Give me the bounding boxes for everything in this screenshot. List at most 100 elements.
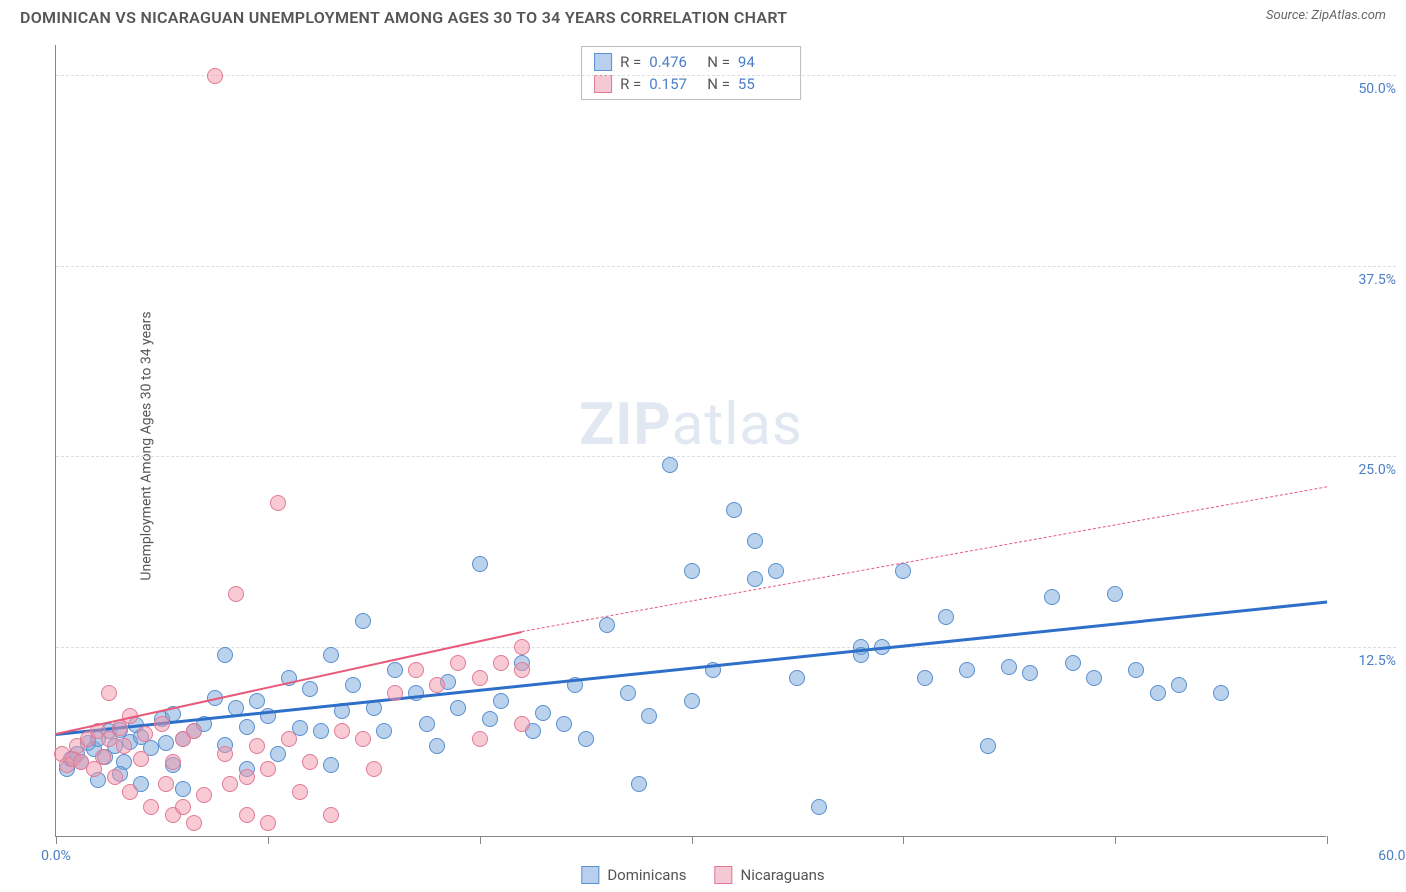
data-point bbox=[239, 769, 255, 785]
data-point bbox=[323, 757, 339, 773]
data-point bbox=[302, 681, 318, 697]
data-point bbox=[726, 502, 742, 518]
data-point bbox=[747, 533, 763, 549]
data-point bbox=[1128, 662, 1144, 678]
data-point bbox=[631, 776, 647, 792]
data-point bbox=[249, 693, 265, 709]
data-point bbox=[217, 647, 233, 663]
data-point bbox=[239, 807, 255, 823]
data-point bbox=[175, 781, 191, 797]
data-point bbox=[514, 639, 530, 655]
data-point bbox=[116, 738, 132, 754]
data-point bbox=[376, 723, 392, 739]
data-point bbox=[1150, 685, 1166, 701]
data-point bbox=[450, 700, 466, 716]
data-point bbox=[281, 731, 297, 747]
data-point bbox=[429, 677, 445, 693]
data-point bbox=[158, 735, 174, 751]
data-point bbox=[472, 731, 488, 747]
chart-title: DOMINICAN VS NICARAGUAN UNEMPLOYMENT AMO… bbox=[20, 8, 787, 27]
data-point bbox=[493, 693, 509, 709]
data-point bbox=[535, 705, 551, 721]
data-point bbox=[472, 556, 488, 572]
data-point bbox=[323, 647, 339, 663]
gridline bbox=[56, 266, 1396, 267]
data-point bbox=[345, 677, 361, 693]
data-point bbox=[143, 799, 159, 815]
data-point bbox=[578, 731, 594, 747]
data-point bbox=[292, 784, 308, 800]
data-point bbox=[260, 815, 276, 831]
bottom-legend: Dominicans Nicaraguans bbox=[581, 866, 824, 884]
chart-header: DOMINICAN VS NICARAGUAN UNEMPLOYMENT AMO… bbox=[0, 0, 1406, 31]
y-tick-label: 50.0% bbox=[1336, 81, 1396, 97]
data-point bbox=[684, 693, 700, 709]
swatch-dominicans bbox=[581, 866, 599, 884]
data-point bbox=[747, 571, 763, 587]
data-point bbox=[270, 746, 286, 762]
chart-plot-area: ZIPatlas R =0.476 N =94 R =0.157 N =55 1… bbox=[55, 45, 1326, 837]
data-point bbox=[158, 776, 174, 792]
data-point bbox=[133, 751, 149, 767]
data-point bbox=[313, 723, 329, 739]
data-point bbox=[450, 655, 466, 671]
stats-row-dominicans: R =0.476 N =94 bbox=[594, 51, 788, 73]
data-point bbox=[249, 738, 265, 754]
legend-item-nicaraguans: Nicaraguans bbox=[714, 866, 824, 884]
y-tick-label: 37.5% bbox=[1336, 272, 1396, 288]
data-point bbox=[1044, 589, 1060, 605]
x-tick bbox=[480, 836, 481, 844]
data-point bbox=[493, 655, 509, 671]
x-tick-label: 0.0% bbox=[41, 848, 71, 864]
data-point bbox=[1065, 655, 1081, 671]
data-point bbox=[514, 716, 530, 732]
data-point bbox=[1001, 659, 1017, 675]
data-point bbox=[768, 563, 784, 579]
data-point bbox=[186, 723, 202, 739]
data-point bbox=[789, 670, 805, 686]
x-tick bbox=[1115, 836, 1116, 844]
x-tick bbox=[903, 836, 904, 844]
data-point bbox=[684, 563, 700, 579]
data-point bbox=[482, 711, 498, 727]
data-point bbox=[387, 685, 403, 701]
data-point bbox=[917, 670, 933, 686]
data-point bbox=[137, 726, 153, 742]
data-point bbox=[222, 776, 238, 792]
data-point bbox=[122, 784, 138, 800]
data-point bbox=[1022, 665, 1038, 681]
x-tick bbox=[1327, 836, 1328, 844]
data-point bbox=[355, 613, 371, 629]
data-point bbox=[107, 769, 123, 785]
data-point bbox=[323, 807, 339, 823]
data-point bbox=[980, 738, 996, 754]
data-point bbox=[270, 495, 286, 511]
x-tick bbox=[692, 836, 693, 844]
gridline bbox=[56, 75, 1396, 76]
x-tick bbox=[268, 836, 269, 844]
data-point bbox=[101, 685, 117, 701]
data-point bbox=[239, 719, 255, 735]
legend-item-dominicans: Dominicans bbox=[581, 866, 686, 884]
data-point bbox=[196, 787, 212, 803]
data-point bbox=[959, 662, 975, 678]
data-point bbox=[641, 708, 657, 724]
data-point bbox=[260, 761, 276, 777]
stats-legend-box: R =0.476 N =94 R =0.157 N =55 bbox=[581, 46, 801, 100]
gridline bbox=[56, 647, 1396, 648]
gridline bbox=[56, 456, 1396, 457]
swatch-nicaraguans bbox=[714, 866, 732, 884]
data-point bbox=[1107, 586, 1123, 602]
swatch-dominicans bbox=[594, 53, 612, 71]
data-point bbox=[429, 738, 445, 754]
data-point bbox=[811, 799, 827, 815]
data-point bbox=[355, 731, 371, 747]
data-point bbox=[186, 815, 202, 831]
data-point bbox=[175, 799, 191, 815]
x-tick-label: 60.0% bbox=[1378, 848, 1406, 864]
data-point bbox=[938, 609, 954, 625]
data-point bbox=[334, 723, 350, 739]
data-point bbox=[620, 685, 636, 701]
x-tick bbox=[56, 836, 57, 844]
data-point bbox=[228, 586, 244, 602]
